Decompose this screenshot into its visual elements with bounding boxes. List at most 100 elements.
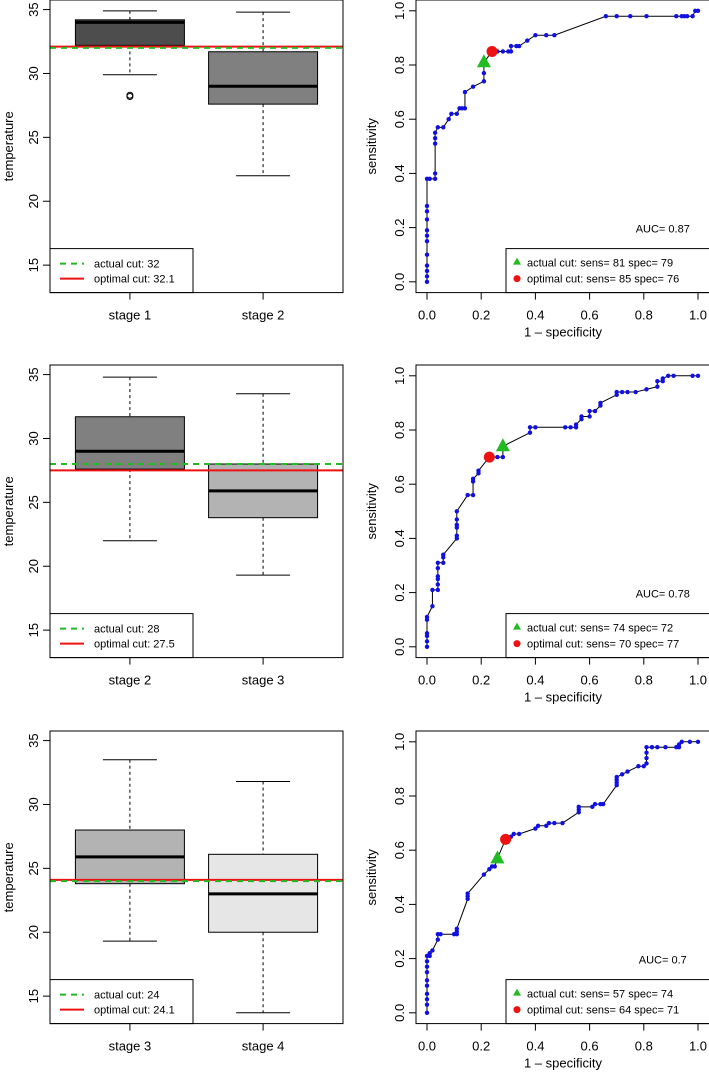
- x-tick-label: 0.8: [635, 1039, 653, 1054]
- x-tick-label: 0.2: [472, 673, 490, 688]
- roc-point: [516, 43, 522, 49]
- legend: actual cut: sens= 57 spec= 74 optimal cut…: [505, 979, 709, 1025]
- roc-point: [603, 14, 609, 19]
- roc-point: [465, 492, 470, 498]
- box-stage-3: [74, 759, 185, 942]
- x-tick-label: 0.6: [581, 673, 599, 688]
- x-tick-label: stage 2: [242, 308, 285, 323]
- y-tick-label: 0.4: [392, 164, 407, 182]
- roc-point: [449, 111, 454, 116]
- x-axis-label: 1 – specificity: [524, 325, 603, 340]
- y-tick-label: 0.6: [392, 110, 407, 128]
- roc-point: [644, 750, 649, 755]
- roc-point: [500, 49, 506, 54]
- iqr-box: [74, 416, 185, 470]
- legend: actual cut: 28 optimal cut: 27.5: [49, 613, 194, 659]
- auc-label: AUC= 0.87: [636, 224, 690, 236]
- actual-cut-marker: [490, 850, 505, 864]
- y-tick-label: 0.2: [392, 584, 407, 602]
- roc-point: [432, 141, 438, 146]
- roc-point: [435, 560, 441, 565]
- y-tick-label: 0.2: [392, 950, 407, 968]
- roc-point: [544, 823, 549, 829]
- y-tick-label: 25: [26, 130, 41, 144]
- roc-point: [508, 49, 514, 54]
- legend-actual-marker: [513, 257, 521, 265]
- roc-point: [424, 631, 430, 636]
- legend-actual-label: actual cut: sens= 74 spec= 72: [527, 623, 673, 635]
- plot-frame: [49, 364, 344, 659]
- roc-curve-line: [426, 741, 698, 1013]
- roc-point: [424, 268, 430, 274]
- roc-point: [424, 978, 430, 983]
- roc-point: [663, 745, 668, 750]
- roc-point: [563, 425, 568, 430]
- roc-point: [633, 389, 638, 395]
- roc-point: [465, 891, 470, 896]
- roc-point: [644, 14, 649, 19]
- roc-point: [435, 582, 441, 587]
- roc-point: [424, 228, 430, 233]
- roc-point: [676, 742, 682, 747]
- roc-point: [424, 969, 430, 975]
- roc-point: [628, 14, 633, 19]
- boxplot-panel: stage 2 stage 3 15 20 25 30 35 temperature actua…: [1, 364, 344, 688]
- roc-point: [424, 217, 430, 222]
- boxplot-panel: stage 3 stage 4 15 20 25 30 35 temperature actua…: [1, 730, 344, 1054]
- roc-point: [614, 389, 619, 395]
- x-tick-label: 0.0: [418, 308, 436, 323]
- roc-point: [495, 454, 500, 460]
- roc-point: [438, 932, 443, 937]
- roc-point: [481, 872, 487, 877]
- roc-point: [592, 408, 598, 414]
- legend-actual-marker: [513, 622, 521, 630]
- roc-point: [516, 831, 522, 837]
- roc-point: [481, 70, 487, 76]
- y-axis-label: temperature: [1, 842, 16, 912]
- roc-point: [462, 106, 468, 111]
- y-tick-label: 15: [26, 623, 41, 637]
- roc-point: [533, 32, 538, 38]
- roc-point: [424, 274, 430, 279]
- outlier-point: [126, 92, 134, 100]
- roc-point: [619, 772, 625, 777]
- roc-point: [430, 587, 435, 593]
- y-tick-label: 0.8: [392, 421, 407, 439]
- auc-label: AUC= 0.78: [636, 589, 690, 601]
- x-tick-label: 0.2: [472, 1039, 490, 1054]
- roc-point: [560, 820, 565, 826]
- roc-point: [614, 14, 619, 19]
- roc-point: [614, 774, 619, 780]
- box-stage-3: [208, 393, 319, 576]
- y-tick-label: 30: [26, 66, 41, 80]
- legend-optimal-marker: [513, 275, 521, 283]
- y-tick-label: 30: [26, 431, 41, 445]
- roc-curve-line: [426, 10, 698, 282]
- roc-point: [424, 964, 430, 969]
- roc-point: [424, 644, 430, 649]
- roc-point: [454, 111, 460, 116]
- legend-optimal-label: optimal cut: sens= 64 spec= 71: [527, 1005, 679, 1017]
- y-tick-label: 35: [26, 2, 41, 16]
- roc-point: [427, 176, 432, 182]
- roc-point: [432, 130, 438, 135]
- y-tick-label: 1.0: [392, 2, 407, 20]
- box-stage-4: [208, 780, 319, 1014]
- roc-panel: 0.0 0.2 0.4 0.6 0.8 1.0 0.0 0.2 0.4 0.6 0.8 1.0 1 – …: [364, 364, 709, 705]
- roc-point: [432, 176, 438, 182]
- roc-point: [660, 376, 665, 381]
- x-tick-label: stage 1: [109, 308, 152, 323]
- x-tick-label: stage 2: [109, 673, 152, 688]
- plot-frame: [49, 0, 344, 294]
- roc-point: [544, 32, 549, 38]
- roc-point: [454, 522, 460, 528]
- roc-point: [454, 533, 460, 538]
- roc-point: [679, 739, 684, 744]
- plot-frame: [415, 730, 709, 1025]
- roc-point: [441, 125, 446, 130]
- roc-point: [533, 826, 538, 831]
- legend-box: [505, 613, 709, 659]
- x-tick-label: 0.8: [635, 673, 653, 688]
- y-tick-label: 25: [26, 495, 41, 509]
- roc-point: [674, 14, 679, 19]
